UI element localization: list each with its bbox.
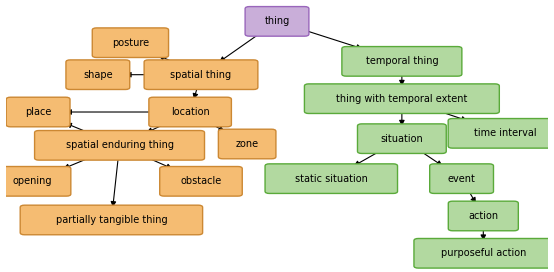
Text: event: event [448,174,475,184]
FancyBboxPatch shape [448,119,554,148]
FancyBboxPatch shape [357,124,447,153]
Text: temporal thing: temporal thing [366,56,438,66]
FancyBboxPatch shape [245,7,309,36]
Text: spatial thing: spatial thing [171,70,232,80]
FancyBboxPatch shape [0,166,71,196]
Text: shape: shape [83,70,112,80]
FancyBboxPatch shape [93,28,168,57]
Text: time interval: time interval [474,128,536,138]
Text: obstacle: obstacle [181,176,222,186]
FancyBboxPatch shape [265,164,398,193]
FancyBboxPatch shape [218,129,276,159]
Text: posture: posture [112,38,149,48]
FancyBboxPatch shape [6,97,70,127]
Text: place: place [25,107,52,117]
FancyBboxPatch shape [144,60,258,89]
FancyBboxPatch shape [66,60,130,89]
Text: location: location [171,107,209,117]
Text: partially tangible thing: partially tangible thing [55,215,167,225]
FancyBboxPatch shape [430,164,494,193]
FancyBboxPatch shape [149,97,232,127]
FancyBboxPatch shape [414,239,553,268]
FancyBboxPatch shape [342,47,462,76]
Text: thing: thing [264,16,290,26]
FancyBboxPatch shape [34,131,204,160]
Text: purposeful action: purposeful action [440,248,526,258]
Text: opening: opening [13,176,53,186]
Text: thing with temporal extent: thing with temporal extent [336,94,468,104]
FancyBboxPatch shape [304,84,499,113]
FancyBboxPatch shape [20,205,203,235]
Text: spatial enduring thing: spatial enduring thing [65,140,173,150]
Text: zone: zone [235,139,259,149]
Text: action: action [468,211,499,221]
FancyBboxPatch shape [448,201,519,231]
Text: static situation: static situation [295,174,368,184]
FancyBboxPatch shape [160,166,242,196]
Text: situation: situation [381,134,423,144]
